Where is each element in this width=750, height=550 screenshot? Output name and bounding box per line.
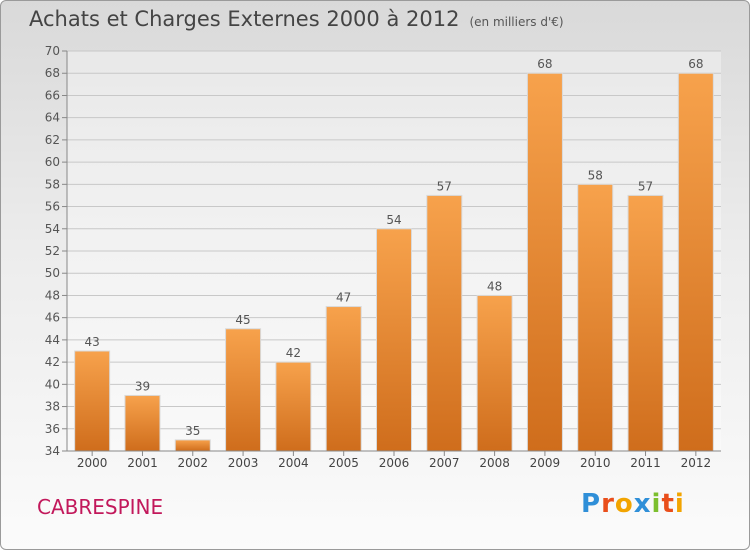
- y-tick-label: 52: [45, 244, 60, 258]
- bar-2006: [376, 228, 412, 452]
- x-tick-label: 2008: [479, 456, 510, 470]
- data-label-2006: 54: [386, 213, 401, 227]
- x-tick-label: 2004: [278, 456, 309, 470]
- bar-2007: [426, 194, 463, 452]
- y-tick-label: 38: [45, 400, 60, 414]
- x-tick-label: 2002: [177, 456, 208, 470]
- y-tick-label: 40: [45, 377, 60, 391]
- y-tick-label: 50: [45, 266, 60, 280]
- bar-2005: [325, 306, 362, 452]
- data-label-2008: 48: [487, 279, 502, 293]
- y-tick-label: 60: [45, 155, 60, 169]
- logo-letter: t: [661, 489, 675, 519]
- y-tick-label: 70: [45, 44, 60, 58]
- town-name: CABRESPINE: [37, 495, 164, 519]
- x-tick-label: 2000: [77, 456, 108, 470]
- bar-2008: [476, 294, 513, 452]
- logo-letter: i: [651, 489, 662, 519]
- bar-2004: [275, 361, 312, 452]
- bar-2011: [627, 194, 664, 452]
- data-label-2012: 68: [688, 57, 703, 71]
- data-label-2010: 58: [588, 168, 603, 182]
- y-tick-label: 66: [45, 88, 60, 102]
- x-tick-label: 2006: [379, 456, 410, 470]
- y-tick-label: 58: [45, 177, 60, 191]
- data-label-2009: 68: [537, 57, 552, 71]
- x-tick-label: 2001: [127, 456, 158, 470]
- bar-2009: [526, 72, 563, 452]
- data-label-2002: 35: [185, 424, 200, 438]
- logo-letter: x: [633, 489, 652, 519]
- y-tick-label: 54: [45, 222, 60, 236]
- x-tick-label: 2003: [228, 456, 259, 470]
- data-label-2004: 42: [286, 346, 301, 360]
- x-axis: 2000 2001 2002 2003 2004 2005 2006 2007 2008 2009…: [67, 450, 721, 470]
- data-label-2003: 45: [235, 313, 250, 327]
- y-tick-label: 42: [45, 355, 60, 369]
- x-tick-label: 2007: [429, 456, 460, 470]
- logo-letter: r: [601, 489, 615, 519]
- logo-letter: P: [581, 489, 602, 519]
- y-tick-label: 36: [45, 422, 60, 436]
- x-tick-label: 2010: [580, 456, 611, 470]
- y-axis: 34 36 38 40 42 44 46 48 50 52 54 56 58 60 62 64 66 68 70: [45, 44, 68, 458]
- y-tick-label: 68: [45, 66, 60, 80]
- data-label-2005: 47: [336, 291, 351, 305]
- data-label-2007: 57: [437, 179, 452, 193]
- chart-unit: (en milliers d'€): [469, 15, 564, 29]
- x-tick-label: 2009: [530, 456, 561, 470]
- x-tick-label: 2011: [630, 456, 661, 470]
- bar-2003: [225, 328, 262, 452]
- logo-letter: o: [614, 489, 634, 519]
- data-label-2000: 43: [85, 335, 100, 349]
- y-tick-label: 34: [45, 444, 60, 458]
- bar-2012: [677, 72, 714, 452]
- y-tick-label: 64: [45, 111, 60, 125]
- y-tick-label: 44: [45, 333, 60, 347]
- chart-title-text: Achats et Charges Externes 2000 à 2012: [29, 7, 460, 31]
- y-tick-label: 56: [45, 200, 60, 214]
- y-tick-label: 48: [45, 288, 60, 302]
- bar-2001: [124, 394, 161, 452]
- chart-title: Achats et Charges Externes 2000 à 2012 (e…: [29, 7, 564, 31]
- proxiti-logo[interactable]: Proxiti: [581, 489, 685, 519]
- data-labels: 43 39 35 45 42 47 54 57 48 68 58 57 68: [85, 57, 704, 438]
- data-label-2001: 39: [135, 379, 150, 393]
- bars: [74, 72, 714, 452]
- logo-letter: i: [674, 489, 685, 519]
- x-tick-label: 2005: [328, 456, 359, 470]
- y-tick-label: 62: [45, 133, 60, 147]
- bar-2000: [74, 350, 111, 452]
- bar-2002: [174, 439, 211, 452]
- bar-2010: [577, 183, 614, 452]
- data-label-2011: 57: [638, 179, 653, 193]
- x-tick-label: 2012: [681, 456, 712, 470]
- y-tick-label: 46: [45, 311, 60, 325]
